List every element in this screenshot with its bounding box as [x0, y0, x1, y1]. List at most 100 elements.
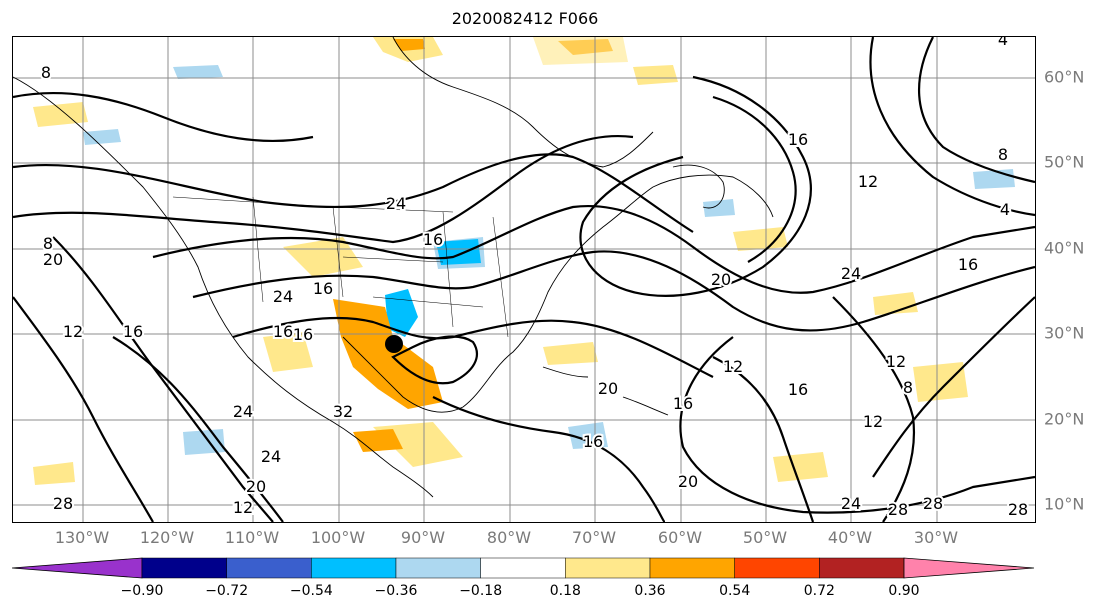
contour-label: 4	[998, 37, 1008, 49]
contour-line	[192, 250, 1035, 332]
contour-label: 16	[273, 322, 293, 341]
contour-label: 16	[958, 255, 978, 274]
shading-patch	[173, 65, 223, 79]
coastline	[672, 164, 725, 209]
contour-label: 12	[63, 322, 83, 341]
contour-line	[13, 296, 154, 522]
contour-label: 24	[386, 194, 406, 213]
longitude-label: 100°W	[310, 528, 366, 547]
latitude-label: 60°N	[1044, 67, 1085, 87]
longitude-label: 40°W	[827, 528, 873, 547]
contour-label: 16	[423, 230, 443, 249]
contour-label: 24	[233, 402, 253, 421]
shading-patch	[373, 422, 463, 467]
colorbar-extend-low	[12, 557, 143, 579]
contour-line	[13, 135, 634, 244]
colorbar-extend-high	[903, 557, 1035, 579]
contour-label: 24	[841, 264, 861, 283]
shading-patch	[385, 289, 418, 337]
contour-label: 24	[273, 287, 293, 306]
longitude-label: 80°W	[486, 528, 532, 547]
coastline	[13, 76, 434, 498]
shading-patch	[333, 299, 443, 409]
coastline-layer	[13, 37, 774, 498]
contour-line	[391, 335, 479, 385]
gridlines	[13, 37, 1035, 522]
contour-line	[712, 356, 815, 522]
colorbar-tick-label: 0.72	[803, 583, 835, 599]
contour-label: 16	[788, 380, 808, 399]
colorbar-tick-label: 0.54	[719, 583, 751, 599]
map-panel: 24 16 8 12 20 16 20 16 12 8 4 24 16 20 16 16 12 12 8 24 24 20…	[12, 36, 1036, 523]
colorbar-tick-label: −0.18	[459, 583, 503, 599]
coastline	[342, 174, 774, 413]
longitude-label: 130°W	[54, 528, 110, 547]
contour-line	[832, 296, 915, 522]
contour-label: 24	[841, 494, 861, 513]
contour-label: 8	[998, 145, 1008, 164]
contour-line	[679, 336, 1035, 514]
colorbar-swatch	[480, 557, 566, 579]
contour-line	[869, 37, 1035, 217]
contour-line	[52, 236, 274, 522]
contour-line	[918, 37, 1035, 184]
contour-label: 28	[888, 500, 908, 519]
latitude-label: 50°N	[1044, 152, 1085, 172]
contour-label: 12	[233, 498, 253, 517]
colorbar	[12, 557, 1035, 579]
shading-patch	[873, 292, 918, 315]
contour-line	[432, 396, 666, 522]
shading-patch	[263, 332, 313, 372]
colorbar-swatch	[395, 557, 481, 579]
contour-label: 4	[1000, 200, 1010, 219]
colorbar-swatch	[141, 557, 227, 579]
colorbar-tick-label: 0.36	[634, 583, 666, 599]
contour-line	[579, 75, 812, 297]
colorbar-swatch	[734, 557, 820, 579]
contour-label: 16	[313, 279, 333, 298]
longitude-label: 70°W	[571, 528, 617, 547]
contour-label: 28	[53, 494, 73, 513]
shading-patch	[353, 429, 403, 452]
contour-label: 24	[261, 447, 281, 466]
longitude-label: 120°W	[139, 528, 195, 547]
contour-label: 20	[246, 477, 266, 496]
contour-line	[112, 336, 284, 522]
colorbar-swatch	[565, 557, 651, 579]
shading-patch	[913, 362, 968, 402]
contour-line	[13, 92, 314, 142]
contour-label: 20	[598, 379, 618, 398]
coastline	[542, 366, 669, 416]
colorbar-tick-label: 0.90	[888, 583, 920, 599]
contour-label: 28	[923, 494, 943, 513]
contour-label: 12	[886, 352, 906, 371]
contour-label: 16	[673, 394, 693, 413]
contour-label: 20	[43, 250, 63, 269]
shading-patch	[393, 39, 425, 51]
colorbar-swatch	[311, 557, 397, 579]
colorbar-tick-label: 0.18	[549, 583, 581, 599]
shading-patch	[33, 102, 88, 127]
longitude-label: 90°W	[400, 528, 446, 547]
shading-patch	[703, 199, 735, 217]
contour-label: 12	[723, 357, 743, 376]
shading-patch	[543, 342, 598, 365]
colorbar-tick-label: −0.54	[289, 583, 333, 599]
contour-label: 16	[583, 432, 603, 451]
contour-label: 8	[903, 378, 913, 397]
contour-line	[872, 296, 1035, 478]
contour-label: 16	[293, 325, 313, 344]
latitude-label: 30°N	[1044, 323, 1085, 343]
shading-patch	[773, 452, 828, 482]
colorbar-tick-label: −0.90	[120, 583, 164, 599]
contour-label: 8	[43, 234, 53, 253]
shading-patch	[733, 227, 788, 251]
contour-line	[712, 95, 797, 263]
shading-patch	[283, 237, 363, 277]
shading-patch	[633, 65, 678, 85]
longitude-label: 30°W	[913, 528, 959, 547]
contour-line	[13, 153, 694, 233]
contour-label: 32	[333, 402, 353, 421]
